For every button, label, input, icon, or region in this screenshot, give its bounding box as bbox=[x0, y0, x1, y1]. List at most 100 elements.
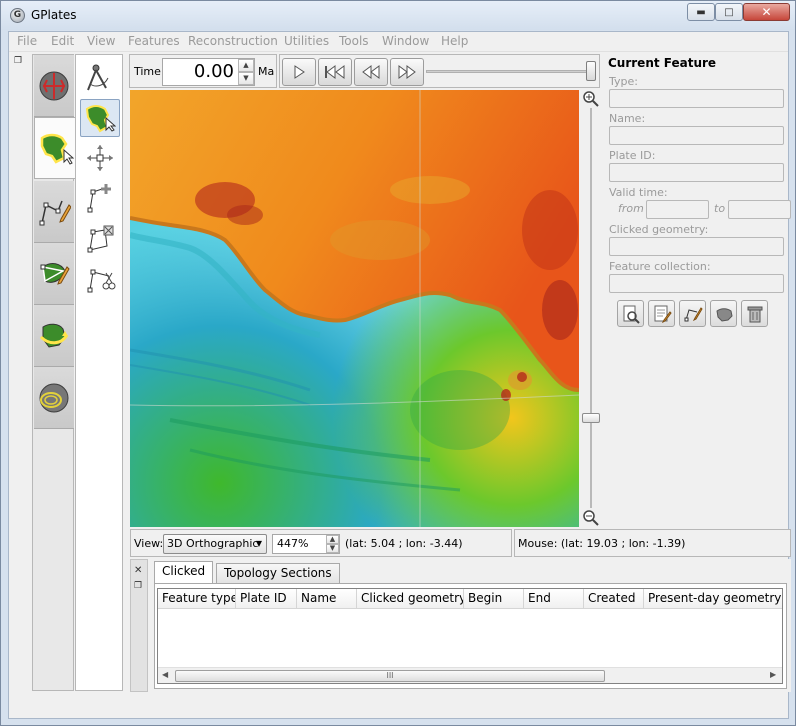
column-header[interactable]: Created bbox=[584, 589, 644, 609]
maximize-icon: □ bbox=[724, 6, 734, 18]
dock-float-icon[interactable]: ❐ bbox=[134, 581, 143, 591]
scroll-right-icon[interactable]: ▶ bbox=[770, 670, 777, 679]
gplates-logo-icon: G bbox=[10, 8, 25, 23]
toolgroup-view[interactable] bbox=[34, 55, 74, 117]
move-vertex-icon bbox=[87, 145, 113, 171]
query-feature-button[interactable] bbox=[617, 300, 644, 327]
menu-window[interactable]: Window bbox=[382, 34, 430, 48]
menu-edit[interactable]: Edit bbox=[51, 34, 75, 48]
menu-view[interactable]: View bbox=[87, 34, 116, 48]
clone-geometry-icon bbox=[684, 306, 703, 321]
play-button[interactable] bbox=[282, 58, 316, 86]
clone-geometry-button[interactable] bbox=[679, 300, 706, 327]
minimize-button[interactable]: ▬ bbox=[687, 3, 715, 21]
tool-delete-vertex[interactable] bbox=[80, 219, 120, 257]
menu-features[interactable]: Features bbox=[128, 34, 180, 48]
horizontal-scrollbar[interactable]: ◀ III ▶ bbox=[158, 667, 782, 683]
edit-feature-button[interactable] bbox=[648, 300, 675, 327]
valid-time-to-field[interactable] bbox=[728, 200, 791, 219]
column-header[interactable]: Plate ID bbox=[236, 589, 297, 609]
window-title: GPlates bbox=[31, 8, 77, 22]
spin-up-icon: ▲ bbox=[243, 61, 249, 69]
column-header[interactable]: Present-day geometry (lat bbox=[644, 589, 782, 609]
toolgroup-feature-inspection[interactable] bbox=[34, 117, 76, 179]
column-header[interactable]: Feature type bbox=[158, 589, 236, 609]
tool-measure-distance[interactable] bbox=[80, 59, 120, 97]
dock-float-icon[interactable]: ❐ bbox=[14, 56, 23, 66]
time-label: Time: bbox=[134, 65, 165, 78]
step-back-button[interactable] bbox=[354, 58, 388, 86]
time-spin-down[interactable]: ▼ bbox=[238, 72, 254, 85]
toolgroup-small-circle[interactable] bbox=[34, 367, 74, 429]
feature-collection-label: Feature collection: bbox=[609, 260, 711, 273]
zoom-spin-up[interactable]: ▲ bbox=[326, 535, 339, 544]
zoom-out-button[interactable] bbox=[582, 509, 600, 527]
toolgroup-digitisation[interactable] bbox=[34, 181, 74, 243]
globe-canvas[interactable] bbox=[130, 90, 579, 527]
reset-to-start-button[interactable] bbox=[318, 58, 352, 86]
tool-select-feature[interactable] bbox=[80, 99, 120, 137]
scroll-thumb[interactable]: III bbox=[175, 670, 605, 682]
zoom-percent-value: 447% bbox=[277, 537, 309, 550]
select-feature-icon bbox=[85, 105, 116, 133]
menu-help[interactable]: Help bbox=[441, 34, 469, 48]
close-icon: ✕ bbox=[761, 5, 772, 19]
time-slider-track[interactable] bbox=[426, 70, 594, 73]
zoom-percent-input[interactable]: 447% bbox=[272, 534, 340, 554]
create-feature-button[interactable] bbox=[710, 300, 737, 327]
feature-collection-field[interactable] bbox=[609, 274, 784, 293]
clicked-features-table[interactable]: Feature type Plate ID Name Clicked geome… bbox=[157, 588, 783, 684]
maximize-button[interactable]: □ bbox=[715, 3, 743, 21]
time-toolbar: Time: 0.00 ▲ ▼ Ma bbox=[129, 54, 277, 88]
projection-select[interactable]: 3D Orthographic ▼ bbox=[163, 534, 267, 554]
tool-insert-vertex[interactable] bbox=[80, 179, 120, 217]
clicked-geometry-field[interactable] bbox=[609, 237, 784, 256]
time-spin-up[interactable]: ▲ bbox=[238, 59, 254, 72]
toolgroup-topology[interactable] bbox=[34, 243, 74, 305]
column-header[interactable]: Clicked geometry bbox=[357, 589, 464, 609]
plate-id-label: Plate ID: bbox=[609, 149, 656, 162]
main-client-area: File Edit View Features Reconstruction U… bbox=[8, 31, 791, 719]
create-feature-icon bbox=[715, 307, 733, 322]
column-header[interactable]: Name bbox=[297, 589, 357, 609]
plate-id-field[interactable] bbox=[609, 163, 784, 182]
delete-feature-button[interactable] bbox=[741, 300, 768, 327]
column-header[interactable]: End bbox=[524, 589, 584, 609]
zoom-track[interactable] bbox=[590, 108, 592, 508]
tool-split-feature[interactable] bbox=[80, 259, 120, 297]
measure-distance-icon bbox=[87, 64, 109, 91]
minimize-icon: ▬ bbox=[696, 6, 706, 18]
name-field[interactable] bbox=[609, 126, 784, 145]
name-label: Name: bbox=[609, 112, 646, 125]
edit-feature-icon bbox=[654, 305, 672, 323]
type-field[interactable] bbox=[609, 89, 784, 108]
tab-clicked[interactable]: Clicked bbox=[154, 561, 214, 583]
zoom-slider bbox=[580, 90, 602, 527]
valid-time-from-field[interactable] bbox=[646, 200, 709, 219]
zoom-spin-down[interactable]: ▼ bbox=[326, 544, 339, 553]
menu-file[interactable]: File bbox=[17, 34, 38, 48]
valid-time-from-label: from bbox=[618, 202, 644, 215]
menu-utilities[interactable]: Utilities bbox=[284, 34, 330, 48]
delete-vertex-icon bbox=[87, 225, 114, 253]
zoom-thumb[interactable] bbox=[582, 413, 600, 423]
toolgroup-pole-manipulation[interactable] bbox=[34, 305, 74, 367]
column-header[interactable]: Begin bbox=[464, 589, 524, 609]
split-feature-icon bbox=[87, 269, 116, 293]
step-back-icon bbox=[362, 65, 380, 79]
table-header: Feature type Plate ID Name Clicked geome… bbox=[158, 589, 782, 609]
pole-manipulation-icon bbox=[39, 323, 69, 348]
spin-down-icon: ▼ bbox=[243, 74, 249, 82]
scroll-left-icon[interactable]: ◀ bbox=[162, 670, 169, 679]
tool-move-vertex[interactable] bbox=[80, 139, 120, 177]
tab-topology-sections[interactable]: Topology Sections bbox=[216, 563, 340, 583]
close-button[interactable]: ✕ bbox=[743, 3, 790, 21]
current-feature-panel: Current Feature Type: Name: Plate ID: Va… bbox=[603, 54, 791, 330]
close-icon[interactable]: ✕ bbox=[134, 565, 143, 576]
valid-time-to-label: to bbox=[714, 202, 726, 215]
menu-reconstruction[interactable]: Reconstruction bbox=[188, 34, 278, 48]
time-slider-handle[interactable] bbox=[586, 61, 596, 81]
zoom-in-button[interactable] bbox=[582, 90, 600, 108]
menu-tools[interactable]: Tools bbox=[339, 34, 369, 48]
step-forward-button[interactable] bbox=[390, 58, 424, 86]
